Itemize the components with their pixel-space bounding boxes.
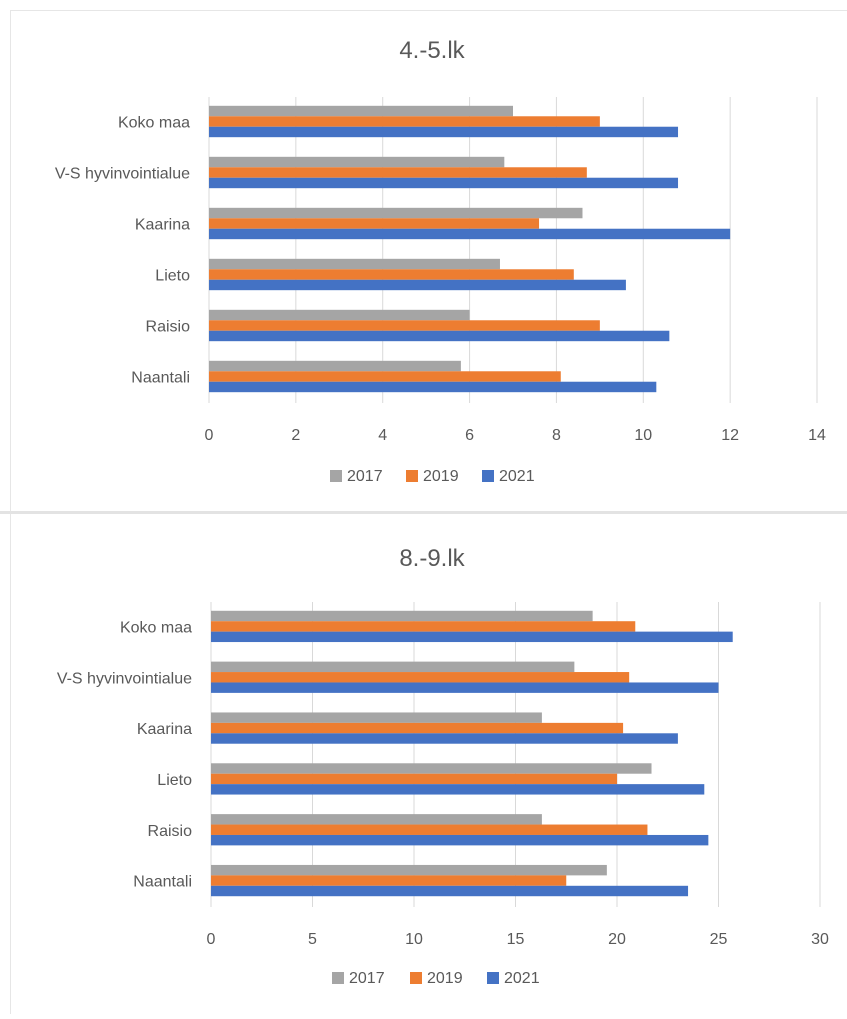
x-tick-label: 10	[634, 427, 652, 444]
chart-separator	[0, 511, 847, 514]
bar	[211, 864, 607, 876]
bar	[211, 733, 678, 744]
category-label: Koko maa	[120, 619, 192, 636]
bar	[209, 258, 500, 270]
bar	[211, 621, 636, 632]
bar	[211, 824, 648, 835]
bar	[211, 834, 709, 846]
chart-title: 8.-9.lk	[399, 545, 465, 572]
bar	[209, 167, 587, 178]
legend-label: 2021	[499, 468, 535, 485]
bar	[209, 156, 505, 168]
category-label: Lieto	[157, 772, 192, 789]
category-label: Lieto	[155, 268, 190, 285]
bar	[211, 610, 593, 622]
bar	[209, 360, 461, 372]
bar	[209, 371, 561, 382]
x-tick-label: 2	[291, 427, 300, 444]
bar	[211, 763, 652, 774]
chart-title: 4.-5.lk	[399, 37, 465, 64]
x-tick-label: 0	[205, 427, 214, 444]
legend-label: 2017	[349, 970, 385, 987]
bar	[211, 661, 575, 673]
legend-swatch	[330, 470, 342, 482]
bar	[209, 105, 513, 117]
bar	[209, 279, 626, 291]
legend-swatch	[410, 972, 422, 984]
category-label: Raisio	[146, 319, 191, 336]
category-label: Koko maa	[118, 115, 190, 132]
bar	[209, 177, 679, 189]
bar	[209, 218, 540, 229]
bar	[211, 885, 689, 897]
legend-swatch	[487, 972, 499, 984]
bar	[211, 814, 542, 825]
category-label: Naantali	[133, 874, 192, 891]
category-label: V-S hyvinvointialue	[57, 670, 192, 687]
x-tick-label: 5	[308, 931, 317, 948]
x-tick-label: 14	[808, 427, 826, 444]
bar	[209, 126, 679, 138]
bar	[209, 381, 657, 393]
legend-label: 2019	[427, 970, 463, 987]
bar	[211, 875, 567, 886]
chart-panel-bottom: 8.-9.lk Koko maa V-S hyvinvointialue Kaari…	[0, 514, 847, 1014]
legend-swatch	[406, 470, 418, 482]
bar	[211, 773, 617, 785]
legend-label: 2019	[423, 468, 459, 485]
bar	[209, 207, 583, 219]
category-label: Kaarina	[135, 217, 190, 234]
x-tick-label: 30	[811, 931, 829, 948]
bar	[211, 631, 733, 643]
bar	[209, 330, 670, 342]
category-label: V-S hyvinvointialue	[55, 166, 190, 183]
bar	[211, 682, 719, 693]
panel-border	[10, 10, 11, 512]
bar	[211, 672, 630, 683]
legend-swatch	[332, 972, 344, 984]
category-label: Raisio	[148, 823, 193, 840]
x-tick-label: 6	[465, 427, 474, 444]
panel-border	[10, 10, 847, 11]
x-tick-label: 4	[378, 427, 387, 444]
panel-border	[10, 514, 11, 1014]
legend-swatch	[482, 470, 494, 482]
x-tick-label: 25	[710, 931, 728, 948]
chart-4-5lk: 4.-5.lk Koko maa V-S hyvinvointialue Kaari…	[55, 37, 826, 485]
x-tick-label: 20	[608, 931, 626, 948]
bar	[209, 116, 600, 127]
bar	[209, 269, 574, 280]
bar	[211, 722, 624, 734]
x-tick-label: 15	[507, 931, 525, 948]
chart-panel-top: 4.-5.lk Koko maa V-S hyvinvointialue Kaari…	[10, 10, 847, 512]
x-tick-label: 8	[552, 427, 561, 444]
bar	[209, 228, 731, 240]
legend-label: 2017	[347, 468, 383, 485]
legend-label: 2021	[504, 970, 540, 987]
bar	[211, 712, 542, 723]
x-tick-label: 10	[405, 931, 423, 948]
category-label: Naantali	[131, 370, 190, 387]
x-tick-label: 12	[721, 427, 739, 444]
bar	[209, 309, 470, 321]
chart-8-9lk: 8.-9.lk Koko maa V-S hyvinvointialue Kaari…	[57, 545, 829, 987]
bar	[209, 320, 600, 331]
bar	[211, 784, 705, 795]
category-label: Kaarina	[137, 721, 192, 738]
x-tick-label: 0	[207, 931, 216, 948]
